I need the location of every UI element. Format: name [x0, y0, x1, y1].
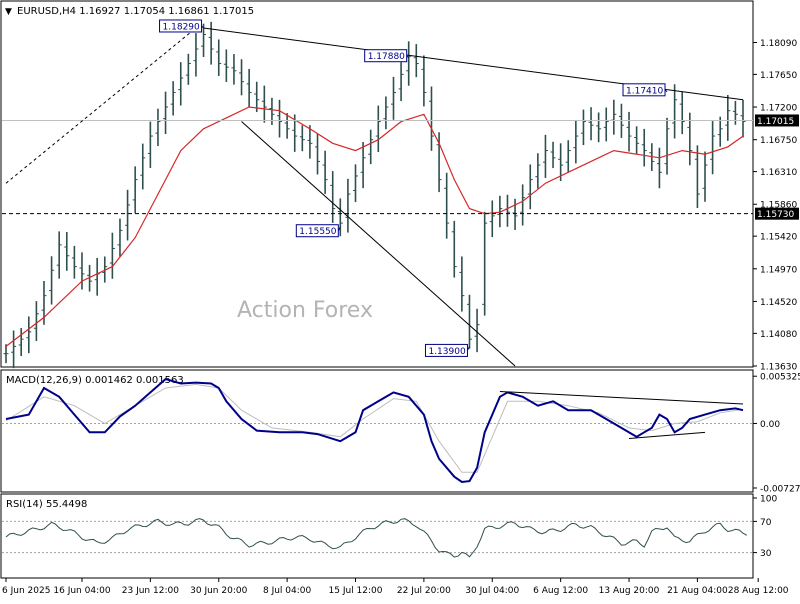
macd-panel: [0, 369, 754, 493]
rsi-line: [5, 518, 748, 558]
time-axis-label: 30 Jun 20:00: [190, 586, 247, 596]
time-axis-label: 30 Jul 04:00: [465, 586, 519, 596]
watermark: Action Forex: [237, 298, 373, 323]
price-axis-label: 1.17650: [760, 71, 797, 81]
triangle-icon: ▼: [5, 7, 12, 17]
price-annotation-label: 1.18290: [163, 22, 200, 32]
price-annotation-label: 1.17410: [626, 86, 663, 96]
macd-axis-label: 0.00: [760, 420, 780, 430]
macd-trendline-upper: [499, 391, 744, 405]
macd-axis-label: 0.005325: [760, 373, 800, 383]
rsi-axis-label: 100: [760, 495, 777, 505]
price-annotation-pointer: [201, 25, 204, 29]
time-axis-label: 8 Jul 04:00: [263, 586, 312, 596]
price-axis-label: 1.18090: [760, 39, 797, 49]
price-axis-label: 1.16750: [760, 136, 797, 146]
price-annotation-pointer: [406, 55, 410, 59]
time-axis-label: 28 Aug 12:00: [728, 586, 789, 596]
price-annotation-pointer: [664, 89, 668, 93]
trendline-rising-dashed: [5, 27, 197, 184]
time-axis-label: 6 Aug 12:00: [533, 586, 588, 596]
price-annotation-pointer: [337, 226, 341, 231]
current-price-label: 1.17015: [757, 117, 794, 127]
price-axis-label: 1.15860: [760, 201, 797, 211]
time-axis-label: 6 Jun 2025: [2, 586, 50, 596]
price-annotation-label: 1.13900: [428, 347, 465, 357]
rsi-panel: [0, 493, 754, 579]
time-axis-label: 22 Jul 20:00: [397, 586, 451, 596]
support-level-badge: [755, 207, 799, 220]
price-axis-label: 1.15420: [760, 233, 797, 243]
symbol-header: EURUSD,H4 1.16927 1.17054 1.16861 1.1701…: [17, 6, 254, 17]
price-annotation-pointer: [467, 346, 470, 351]
macd-title: MACD(12,26,9) 0.001462 0.001563: [6, 375, 184, 386]
current-price-badge: [755, 114, 799, 127]
price-axis-label: 1.17200: [760, 104, 797, 114]
time-axis-label: 16 Jun 04:00: [53, 586, 110, 596]
macd-trendline-lower: [628, 431, 706, 440]
time-axis-label: 13 Aug 20:00: [599, 586, 660, 596]
macd-signal-line: [5, 383, 744, 473]
rsi-axis-label: 70: [760, 518, 772, 528]
time-axis-label: 23 Jun 12:00: [122, 586, 179, 596]
rsi-title: RSI(14) 55.4498: [6, 499, 87, 510]
price-axis-label: 1.13630: [760, 363, 797, 373]
price-axis-label: 1.14970: [760, 265, 797, 275]
time-axis-label: 15 Jul 12:00: [329, 586, 383, 596]
time-axis-label: 21 Aug 04:00: [667, 586, 728, 596]
rsi-axis-label: 30: [760, 549, 772, 559]
trendline-falling-channel: [241, 121, 516, 367]
price-axis-label: 1.14080: [760, 330, 797, 340]
price-axis-label: 1.16310: [760, 168, 797, 178]
price-annotation-label: 1.17880: [368, 52, 405, 62]
macd-line: [5, 377, 744, 484]
support-level-label: 1.15730: [757, 210, 794, 220]
moving-average-line: [5, 106, 744, 347]
macd-axis-label: -0.007273: [760, 484, 800, 494]
price-axis-label: 1.14520: [760, 298, 797, 308]
price-annotation-label: 1.15550: [299, 227, 336, 237]
